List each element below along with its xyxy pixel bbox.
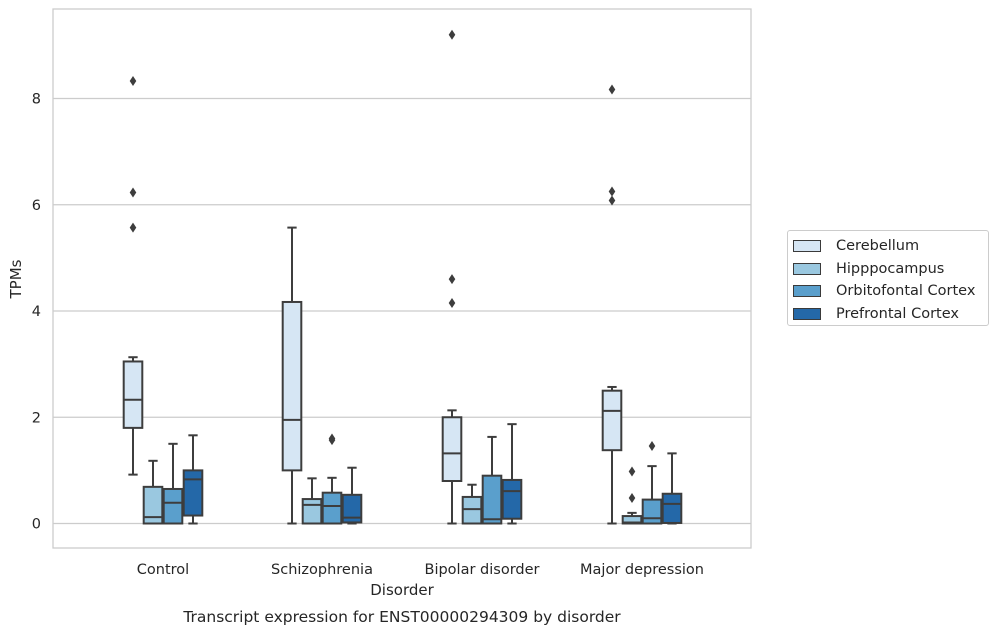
outlier-point — [448, 274, 456, 285]
box-body — [341, 493, 363, 524]
x-tick-label: Bipolar disorder — [425, 562, 540, 578]
legend-swatch — [793, 307, 821, 320]
y-tick-label: 4 — [32, 304, 41, 320]
outlier-point — [129, 222, 137, 233]
y-tick-label: 8 — [32, 92, 41, 108]
box-hipppocampus — [621, 466, 643, 525]
box-plot-marks — [122, 29, 683, 525]
legend-item-cerebellum: Cerebellum — [793, 235, 988, 258]
box-body — [301, 498, 323, 525]
legend-label: Cerebellum — [836, 238, 920, 255]
box-body — [321, 491, 343, 525]
box-body — [621, 515, 643, 525]
legend-item-prefrontal-cortex: Prefrontal Cortex — [793, 303, 988, 326]
legend-swatch — [793, 285, 821, 298]
box-body — [182, 469, 204, 517]
legend-label: Hipppocampus — [836, 260, 945, 277]
box-cerebellum — [441, 29, 463, 525]
legend-item-hipppocampus: Hipppocampus — [793, 258, 988, 281]
outlier-point — [628, 493, 636, 503]
outlier-point — [608, 195, 616, 206]
legend-swatch — [793, 240, 821, 253]
outlier-point — [129, 75, 137, 86]
box-hipppocampus — [461, 483, 483, 525]
y-tick-label: 2 — [32, 410, 41, 426]
legend-item-orbitofontal-cortex: Orbitofontal Cortex — [793, 280, 988, 303]
box-prefrontal-cortex — [501, 423, 523, 525]
box-cerebellum — [601, 84, 623, 525]
box-orbitofontal-cortex — [321, 433, 343, 525]
box-body — [481, 474, 503, 525]
legend-label: Prefrontal Cortex — [836, 305, 959, 322]
box-cerebellum — [281, 226, 303, 525]
outlier-point — [608, 84, 616, 95]
grid-lines — [53, 97, 751, 525]
x-tick-label: Schizophrenia — [271, 562, 373, 578]
y-axis-ticks: 0 2 4 6 8 — [32, 92, 41, 533]
box-hipppocampus — [142, 459, 164, 525]
legend: Cerebellum Hipppocampus Orbitofontal Corte… — [787, 230, 989, 326]
x-axis-label: Disorder — [370, 581, 434, 599]
plot-frame — [52, 8, 752, 549]
y-tick-label: 0 — [32, 517, 41, 533]
box-body — [162, 487, 184, 525]
box-orbitofontal-cortex — [641, 440, 663, 525]
box-body — [122, 360, 144, 429]
x-tick-label: Major depression — [580, 562, 704, 578]
box-orbitofontal-cortex — [481, 435, 503, 525]
box-orbitofontal-cortex — [162, 442, 184, 525]
box-body — [142, 485, 164, 525]
box-prefrontal-cortex — [182, 434, 204, 525]
box-body — [461, 495, 483, 525]
outlier-point — [328, 433, 336, 444]
chart-title: Transcript expression for ENST0000029430… — [182, 608, 621, 626]
y-axis-label: TPMs — [7, 259, 25, 299]
legend-label: Orbitofontal Cortex — [836, 283, 976, 300]
x-tick-label: Control — [137, 562, 189, 578]
outlier-point — [648, 440, 656, 451]
y-tick-label: 6 — [32, 198, 41, 214]
box-body — [501, 478, 523, 520]
box-body — [601, 389, 623, 452]
box-cerebellum — [122, 75, 144, 476]
box-prefrontal-cortex — [661, 452, 683, 525]
box-hipppocampus — [301, 477, 323, 525]
box-body — [281, 300, 303, 472]
box-prefrontal-cortex — [341, 466, 363, 525]
box-body — [441, 416, 463, 482]
outlier-point — [628, 466, 636, 477]
box-body — [661, 492, 683, 524]
outlier-point — [448, 298, 456, 309]
box-body — [641, 498, 663, 525]
x-axis-ticks: Control Schizophrenia Bipolar disorder Majo… — [137, 562, 704, 578]
legend-swatch — [793, 262, 821, 275]
outlier-point — [129, 187, 137, 198]
outlier-point — [448, 29, 456, 40]
outlier-point — [608, 186, 616, 197]
